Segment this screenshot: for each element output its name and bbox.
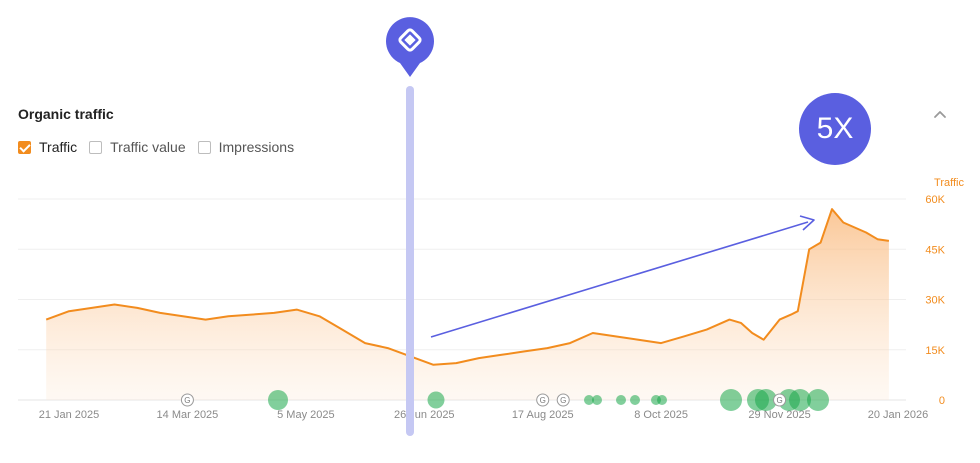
event-dot [427, 391, 445, 409]
google-update-icon [180, 393, 194, 407]
location-pin-icon [386, 17, 435, 77]
chevron-up-icon[interactable] [930, 104, 950, 124]
x-tick-label: 14 Mar 2025 [157, 409, 219, 421]
y-tick-label: 45K [925, 244, 945, 256]
legend-impressions-label: Impressions [218, 139, 295, 155]
y-tick-label: 60K [925, 194, 945, 206]
google-update-label: G [560, 396, 566, 405]
google-update-icon [773, 393, 787, 407]
google-update-label: G [776, 396, 782, 405]
y-axis-title: Traffic [934, 177, 964, 189]
chart-legend: Traffic Traffic value Impressions [18, 139, 306, 155]
legend-traffic[interactable]: Traffic [18, 139, 77, 155]
x-tick-label: 8 Oct 2025 [634, 409, 688, 421]
growth-arrow [430, 221, 809, 338]
x-tick-label: 20 Jan 2026 [868, 409, 929, 421]
event-dot [789, 389, 811, 411]
multiplier-badge: 5X [799, 93, 871, 165]
traffic-value-checkbox[interactable] [89, 140, 103, 154]
event-dot [616, 395, 626, 405]
event-dot [755, 389, 777, 411]
x-tick-label: 5 May 2025 [277, 409, 334, 421]
y-tick-label: 30K [925, 295, 945, 307]
event-dot [268, 390, 288, 410]
event-dot [592, 395, 602, 405]
legend-traffic-value-label: Traffic value [110, 139, 186, 155]
event-dot [657, 395, 667, 405]
growth-arrow-head [799, 215, 815, 231]
legend-traffic-value[interactable]: Traffic value [89, 139, 186, 155]
panel-title: Organic traffic [18, 106, 114, 122]
google-update-icon [556, 393, 570, 407]
legend-traffic-label: Traffic [39, 139, 78, 155]
traffic-line [45, 208, 890, 366]
pin-logo-center [404, 34, 416, 46]
y-tick-label: 0 [939, 395, 945, 407]
x-tick-label: 21 Jan 2025 [39, 409, 100, 421]
traffic-checkbox[interactable] [18, 140, 31, 154]
x-tick-label: 29 Nov 2025 [748, 409, 810, 421]
event-dot [584, 395, 594, 405]
google-update-label: G [540, 396, 546, 405]
y-tick-label: 15K [925, 345, 945, 357]
marker-line [406, 86, 414, 436]
legend-impressions[interactable]: Impressions [197, 139, 295, 155]
event-dot [807, 389, 829, 411]
google-update-icon [536, 393, 550, 407]
google-update-label: G [184, 396, 190, 405]
x-tick-label: 17 Aug 2025 [512, 409, 574, 421]
event-dot [720, 389, 742, 411]
pin-logo-shape [398, 28, 422, 52]
event-dot [630, 395, 640, 405]
traffic-area [46, 209, 889, 400]
x-tick-label: 26 Jun 2025 [394, 409, 455, 421]
impressions-checkbox[interactable] [197, 140, 211, 154]
